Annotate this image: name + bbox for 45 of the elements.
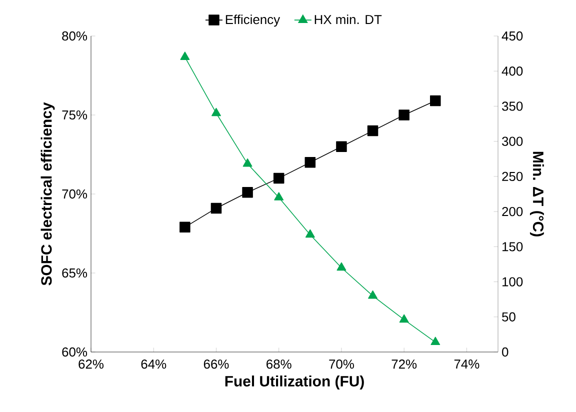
point: [273, 172, 284, 184]
y-tick-label: 75%: [62, 110, 88, 120]
x-tick-label: 72%: [392, 360, 417, 369]
legend-label: HX min. DT: [314, 14, 382, 24]
x-tick-label: 70%: [329, 360, 354, 369]
point: [398, 110, 410, 120]
x-tick-label: 68%: [266, 360, 292, 369]
y2-tick-label: 450: [502, 31, 523, 41]
y2-tick-label: 50: [502, 312, 516, 322]
point: [399, 314, 409, 323]
point: [368, 290, 378, 299]
legend-label: Efficiency: [226, 14, 280, 27]
point: [180, 222, 190, 233]
point: [274, 192, 284, 200]
point: [430, 336, 440, 346]
y-tick-label: 65%: [62, 268, 88, 278]
point: [367, 125, 378, 136]
point: [336, 262, 346, 271]
point: [304, 157, 316, 168]
y-tick-label: 80%: [62, 31, 88, 41]
point: [210, 202, 222, 214]
y-tick-label: 60%: [62, 347, 88, 357]
x-tick-label: 74%: [454, 360, 480, 369]
x-axis-title: Fuel Utilization (FU): [225, 376, 364, 390]
x-tick-label: 64%: [141, 360, 166, 369]
y2-tick-label: 200: [502, 206, 523, 216]
y-axis-title: SOFC electrical efficiency: [40, 102, 55, 286]
y2-tick-label: 250: [502, 172, 523, 182]
point: [242, 187, 253, 198]
y2-tick-label: 350: [502, 102, 523, 111]
y2-axis-title: Min. ΔT (°C): [530, 152, 544, 236]
y2-tick-label: 0: [502, 347, 508, 357]
point: [242, 158, 252, 167]
y2-tick-label: 400: [502, 66, 523, 76]
point: [305, 229, 315, 238]
point: [180, 52, 190, 60]
point: [430, 95, 441, 106]
point: [212, 108, 221, 116]
point: [336, 141, 347, 152]
x-tick-label: 62%: [78, 360, 104, 369]
x-tick-label: 66%: [204, 360, 229, 369]
y2-tick-label: 150: [502, 242, 523, 252]
y2-tick-label: 300: [502, 136, 523, 146]
y-tick-label: 70%: [62, 189, 88, 199]
y2-tick-label: 100: [502, 277, 523, 286]
